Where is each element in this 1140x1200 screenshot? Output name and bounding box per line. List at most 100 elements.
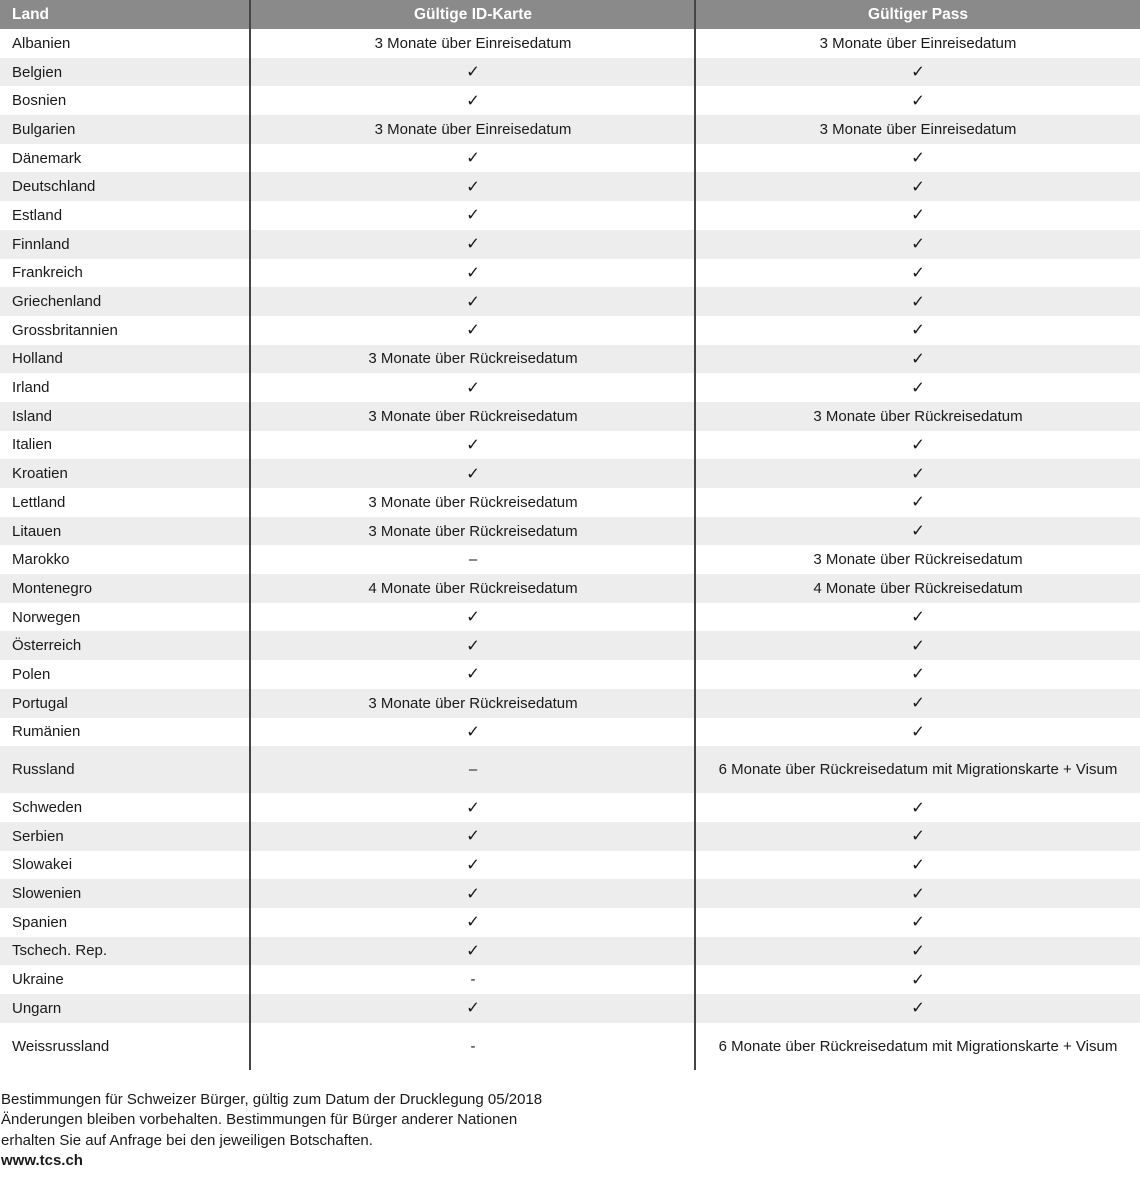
id-card-cell: ✓: [466, 91, 480, 110]
id-card-cell: ✓: [466, 884, 480, 903]
country-cell: Irland: [12, 379, 50, 397]
country-cell: Holland: [12, 350, 63, 368]
country-cell: Slowenien: [12, 885, 82, 903]
table-row: Litauen 3 Monate über Rückreisedatum ✓: [0, 516, 1140, 546]
id-card-cell: –: [468, 551, 478, 569]
footnote-line-1: Bestimmungen für Schweizer Bürger, gülti…: [1, 1090, 543, 1108]
id-card-cell: ✓: [466, 636, 480, 655]
pass-cell: ✓: [911, 722, 925, 741]
id-card-cell: 4 Monate über Rückreisedatum: [368, 579, 578, 597]
id-card-cell: ✓: [466, 292, 480, 311]
pass-cell: ✓: [911, 522, 925, 541]
table-row: Slowenien ✓ ✓: [0, 879, 1140, 908]
table-row: Russland – 6 Monate über Rückreisedatum mi…: [0, 746, 1140, 794]
id-card-cell: ✓: [466, 63, 480, 82]
id-card-cell: ✓: [466, 149, 480, 168]
table-row: Albanien 3 Monate über Einreisedatum 3 Mon…: [0, 29, 1140, 58]
pass-cell: ✓: [911, 665, 925, 684]
id-card-cell: -: [470, 1037, 476, 1055]
id-card-cell: ✓: [466, 378, 480, 397]
entry-requirements-table: Land Gültige ID-Karte Gültiger Pass Alba…: [0, 0, 1140, 1070]
table-row: Bulgarien 3 Monate über Einreisedatum 3 Mo…: [0, 115, 1140, 144]
pass-cell: ✓: [911, 464, 925, 483]
table-row: Portugal 3 Monate über Rückreisedatum ✓: [0, 688, 1140, 718]
table-row: Ungarn ✓ ✓: [0, 994, 1140, 1023]
country-cell: Norwegen: [12, 608, 81, 626]
pass-cell: ✓: [911, 798, 925, 817]
pass-cell: ✓: [911, 263, 925, 282]
table-row: Bosnien ✓ ✓: [0, 86, 1140, 116]
pass-cell: 4 Monate über Rückreisedatum: [813, 579, 1023, 597]
pass-cell: ✓: [911, 493, 925, 512]
pass-cell: ✓: [911, 694, 925, 713]
pass-cell: ✓: [911, 349, 925, 368]
country-cell: Portugal: [12, 694, 68, 712]
id-card-cell: ✓: [466, 435, 480, 454]
country-cell: Dänemark: [12, 149, 82, 167]
pass-cell: ✓: [911, 149, 925, 168]
country-cell: Litauen: [12, 522, 62, 540]
pass-cell: ✓: [911, 884, 925, 903]
id-card-cell: ✓: [466, 855, 480, 874]
pass-cell: ✓: [911, 321, 925, 340]
country-cell: Kroatien: [12, 465, 68, 483]
pass-cell: ✓: [911, 206, 925, 225]
website-text: www.tcs.ch: [1, 1152, 83, 1170]
country-cell: Bulgarien: [12, 120, 76, 138]
pass-cell: ✓: [911, 636, 925, 655]
table-row: Marokko – 3 Monate über Rückreisedatum: [0, 545, 1140, 575]
id-card-cell: ✓: [466, 177, 480, 196]
pass-cell: ✓: [911, 999, 925, 1018]
column-header-pass: Gültiger Pass: [868, 5, 968, 23]
pass-cell: ✓: [911, 608, 925, 627]
pass-cell: ✓: [911, 970, 925, 989]
column-header-id-karte: Gültige ID-Karte: [414, 5, 532, 23]
id-card-cell: ✓: [466, 665, 480, 684]
id-card-cell: 3 Monate über Rückreisedatum: [368, 694, 578, 712]
country-cell: Slowakei: [12, 856, 73, 874]
country-cell: Grossbritannien: [12, 321, 118, 339]
footnote-line-3: erhalten Sie auf Anfrage bei den jeweili…: [1, 1131, 373, 1149]
country-cell: Deutschland: [12, 178, 96, 196]
pass-cell: ✓: [911, 855, 925, 874]
pass-cell: ✓: [911, 63, 925, 82]
table-body: Albanien 3 Monate über Einreisedatum 3 Mon…: [0, 29, 1140, 1070]
id-card-cell: ✓: [466, 464, 480, 483]
pass-cell: ✓: [911, 91, 925, 110]
table-row: Ukraine - ✓: [0, 965, 1140, 994]
id-card-cell: ✓: [466, 722, 480, 741]
table-row: Irland ✓ ✓: [0, 373, 1140, 402]
pass-cell: ✓: [911, 292, 925, 311]
table-row: Belgien ✓ ✓: [0, 57, 1140, 87]
table-row: Slowakei ✓ ✓: [0, 850, 1140, 880]
table-row: Kroatien ✓ ✓: [0, 459, 1140, 488]
column-divider-1: [249, 0, 251, 1070]
pass-cell: 3 Monate über Rückreisedatum: [813, 407, 1023, 425]
id-card-cell: ✓: [466, 235, 480, 254]
id-card-cell: 3 Monate über Rückreisedatum: [368, 522, 578, 540]
country-cell: Marokko: [12, 551, 70, 569]
country-cell: Russland: [12, 761, 75, 779]
table-row: Tschech. Rep. ✓ ✓: [0, 936, 1140, 966]
country-cell: Schweden: [12, 799, 83, 817]
country-cell: Tschech. Rep.: [12, 942, 108, 960]
country-cell: Griechenland: [12, 293, 102, 311]
id-card-cell: 3 Monate über Rückreisedatum: [368, 407, 578, 425]
table-row: Serbien ✓ ✓: [0, 821, 1140, 851]
table-row: Norwegen ✓ ✓: [0, 602, 1140, 632]
table-row: Holland 3 Monate über Rückreisedatum ✓: [0, 344, 1140, 374]
table-row: Griechenland ✓ ✓: [0, 287, 1140, 316]
country-cell: Bosnien: [12, 92, 67, 110]
footnote: Bestimmungen für Schweizer Bürger, gülti…: [0, 1090, 1140, 1172]
table-row: Finnland ✓ ✓: [0, 229, 1140, 259]
table-row: Spanien ✓ ✓: [0, 907, 1140, 937]
id-card-cell: –: [468, 761, 478, 779]
pass-cell: ✓: [911, 177, 925, 196]
id-card-cell: ✓: [466, 321, 480, 340]
pass-cell: ✓: [911, 827, 925, 846]
country-cell: Ungarn: [12, 999, 62, 1017]
country-cell: Lettland: [12, 493, 66, 511]
table-row: Frankreich ✓ ✓: [0, 258, 1140, 288]
country-cell: Ukraine: [12, 971, 64, 989]
